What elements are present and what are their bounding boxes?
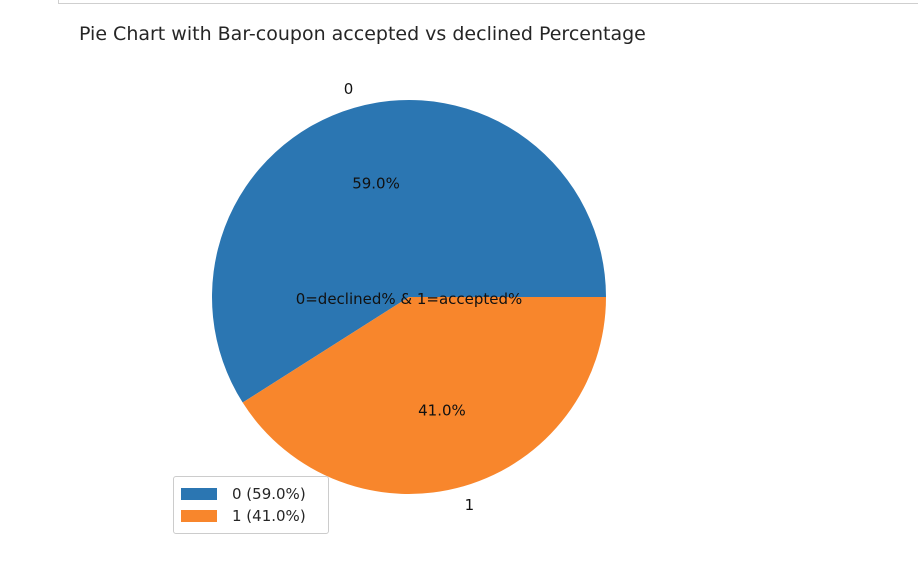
pie-slices — [212, 99, 607, 494]
legend-label-0: 0 (59.0%) — [232, 485, 306, 503]
pie-labels: 0 59.0% 1 41.0% — [344, 80, 474, 514]
center-label: 0=declined% & 1=accepted% — [296, 290, 523, 308]
legend-swatch-1 — [181, 510, 217, 522]
notebook-cell-border — [58, 0, 918, 4]
pct-label-1: 41.0% — [418, 402, 466, 420]
legend-item-0: 0 (59.0%) — [181, 483, 328, 505]
legend-swatch-0 — [181, 488, 217, 500]
legend-item-1: 1 (41.0%) — [181, 505, 328, 527]
pie-slice-0 — [212, 99, 607, 403]
chart-legend: 0 (59.0%) 1 (41.0%) — [173, 476, 329, 534]
slice-label-0: 0 — [344, 80, 354, 98]
pct-label-0: 59.0% — [352, 174, 400, 192]
slice-label-1: 1 — [465, 496, 475, 514]
chart-title: Pie Chart with Bar-coupon accepted vs de… — [79, 23, 646, 45]
legend-label-1: 1 (41.0%) — [232, 507, 306, 525]
pie-slice-1 — [242, 297, 606, 494]
